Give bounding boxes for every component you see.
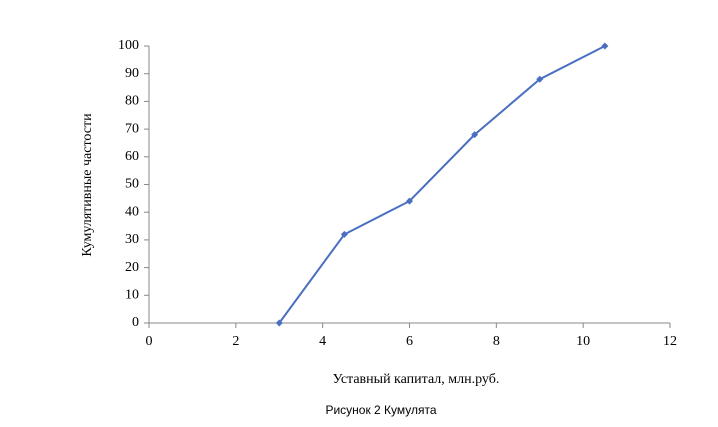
x-tick-label: 2: [232, 334, 239, 349]
y-tick-label: 20: [125, 260, 139, 275]
y-tick-label: 10: [125, 288, 139, 303]
line: [278, 45, 606, 324]
y-tick-label: 40: [125, 204, 139, 219]
x-tick-label: 6: [406, 334, 413, 349]
x-tick-label: 10: [576, 334, 590, 349]
marker: [601, 42, 609, 50]
marker: [471, 131, 479, 139]
x-tick-label: 0: [146, 334, 153, 349]
marker: [340, 230, 348, 238]
marker: [406, 197, 413, 205]
y-tick-label: 30: [125, 232, 139, 247]
x-tick-label: 12: [663, 334, 677, 349]
caption: Рисунок 2 Кумулята: [325, 403, 436, 417]
y-tick-label: 50: [125, 177, 139, 192]
y-tick-label: 80: [125, 94, 139, 109]
y-tick-label: 70: [125, 121, 139, 136]
x-tick-label: 8: [493, 334, 500, 349]
marker: [536, 75, 544, 83]
y-axis-label: Кумулятивные частости: [80, 113, 95, 257]
y-tick-label: 60: [125, 149, 139, 164]
y-tick-label: 90: [125, 66, 139, 81]
x-axis-label: Уставный капитал, млн.руб.: [333, 372, 500, 387]
x-tick-label: 4: [319, 334, 326, 349]
y-tick-label: 100: [118, 38, 139, 53]
y-tick-label: 0: [132, 315, 139, 330]
marker: [275, 319, 283, 327]
